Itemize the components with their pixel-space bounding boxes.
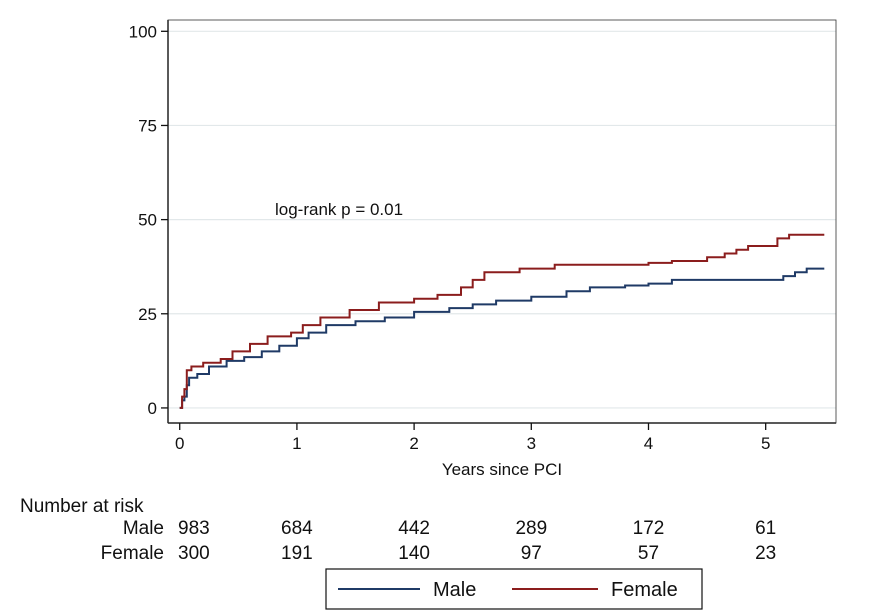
risk-value-female-1: 191: [281, 543, 313, 564]
x-tick-label-2: 2: [409, 434, 418, 453]
axis-ticks: 0 25 50 75 100 0 1 2 3 4 5: [129, 22, 771, 453]
number-at-risk-table: Number at risk Male 983 684 442 289 172 61 Fema…: [20, 496, 776, 564]
x-tick-label-0: 0: [175, 434, 184, 453]
x-tick-label-5: 5: [761, 434, 770, 453]
y-tick-label-0: 0: [148, 399, 157, 418]
series-line-male: [179, 267, 825, 409]
y-tick-label-50: 50: [138, 211, 157, 230]
risk-value-female-3: 97: [521, 543, 542, 564]
risk-value-female-4: 57: [638, 543, 659, 564]
gridlines: [168, 30, 836, 409]
risk-value-male-4: 172: [633, 518, 665, 539]
risk-value-female-0: 300: [178, 543, 210, 564]
risk-value-male-2: 442: [398, 518, 430, 539]
x-tick-label-3: 3: [527, 434, 536, 453]
series-lines: [179, 233, 825, 409]
risk-row-label-male: Male: [123, 518, 164, 539]
y-tick-label-25: 25: [138, 305, 157, 324]
axes: [167, 19, 837, 424]
x-tick-label-1: 1: [292, 434, 301, 453]
risk-value-male-1: 684: [281, 518, 313, 539]
legend-label-male: Male: [433, 579, 476, 601]
logrank-annotation: log-rank p = 0.01: [275, 200, 403, 219]
y-tick-label-100: 100: [129, 22, 157, 41]
risk-value-male-5: 61: [755, 518, 776, 539]
risk-value-female-5: 23: [755, 543, 776, 564]
legend-label-female: Female: [611, 579, 678, 601]
x-tick-label-4: 4: [644, 434, 653, 453]
risk-value-female-2: 140: [398, 543, 430, 564]
risk-table-title: Number at risk: [20, 496, 144, 517]
risk-value-male-3: 289: [515, 518, 547, 539]
x-axis-title: Years since PCI: [442, 460, 562, 479]
series-line-female: [179, 233, 825, 409]
plot-frame: [167, 19, 837, 424]
risk-row-label-female: Female: [101, 543, 164, 564]
risk-value-male-0: 983: [178, 518, 210, 539]
y-tick-label-75: 75: [138, 116, 157, 135]
legend: Male Female: [325, 568, 703, 610]
